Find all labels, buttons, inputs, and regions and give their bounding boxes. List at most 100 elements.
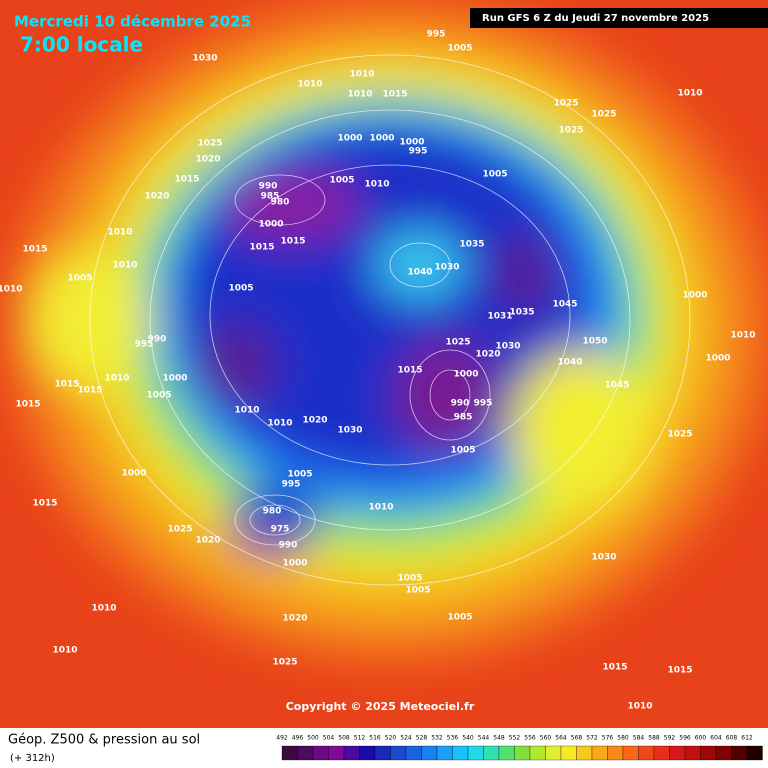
- pressure-label: 1000: [121, 469, 146, 479]
- legend-label: 584: [633, 735, 645, 742]
- legend-swatch: [746, 745, 763, 761]
- pressure-label: 1005: [329, 176, 354, 186]
- legend-swatch: [529, 745, 546, 761]
- pressure-label: 1015: [32, 499, 57, 509]
- legend-swatch: [638, 745, 655, 761]
- legend-swatch: [731, 745, 748, 761]
- legend-label: 504: [323, 735, 335, 742]
- pressure-label: 1010: [730, 331, 755, 341]
- pressure-label: 980: [263, 507, 282, 517]
- pressure-label: 1000: [337, 134, 362, 144]
- legend-label: 576: [602, 735, 614, 742]
- geopotential-field: [0, 0, 768, 728]
- legend-label: 520: [385, 735, 397, 742]
- legend-swatch: [390, 745, 407, 761]
- pressure-label: 1000: [453, 370, 478, 380]
- pressure-label: 1010: [677, 89, 702, 99]
- pressure-label: 1010: [368, 503, 393, 513]
- legend-swatch: [684, 745, 701, 761]
- pressure-label: 1020: [195, 155, 220, 165]
- footer-title: Géop. Z500 & pression au sol: [8, 733, 200, 748]
- legend-swatch: [483, 745, 500, 761]
- pressure-label: 985: [261, 192, 280, 202]
- pressure-label: 1015: [280, 237, 305, 247]
- legend-label: 508: [338, 735, 350, 742]
- run-banner: [470, 8, 768, 28]
- legend-swatch: [374, 745, 391, 761]
- run-info: Run GFS 6 Z du Jeudi 27 novembre 2025: [482, 13, 709, 24]
- legend-label: 600: [695, 735, 707, 742]
- legend-label: 540: [462, 735, 474, 742]
- pressure-label: 1015: [77, 386, 102, 396]
- pressure-label: 1000: [162, 374, 187, 384]
- legend-swatch: [312, 745, 329, 761]
- pressure-label: 1030: [495, 342, 520, 352]
- pressure-label: 1015: [54, 380, 79, 390]
- pressure-label: 1000: [282, 559, 307, 569]
- legend-label: 528: [416, 735, 428, 742]
- pressure-label: 1005: [397, 574, 422, 584]
- pressure-label: 990: [451, 399, 470, 409]
- legend-label: 604: [710, 735, 722, 742]
- pressure-label: 1005: [405, 586, 430, 596]
- pressure-label: 985: [454, 413, 473, 423]
- pressure-label: 990: [259, 182, 278, 192]
- pressure-label: 1020: [144, 192, 169, 202]
- lead-time: (+ 312h): [10, 753, 55, 764]
- legend-swatch: [421, 745, 438, 761]
- legend-swatch: [452, 745, 469, 761]
- legend-swatch: [436, 745, 453, 761]
- pressure-label: 1010: [0, 285, 23, 295]
- legend-swatch: [514, 745, 531, 761]
- legend-swatch: [467, 745, 484, 761]
- legend-label: 500: [307, 735, 319, 742]
- pressure-label: 1015: [382, 90, 407, 100]
- pressure-label: 1025: [667, 430, 692, 440]
- pressure-label: 1010: [107, 228, 132, 238]
- legend-label: 512: [354, 735, 366, 742]
- pressure-label: 1020: [195, 536, 220, 546]
- legend-swatch: [591, 745, 608, 761]
- pressure-label: 1005: [447, 44, 472, 54]
- legend-swatch: [622, 745, 639, 761]
- legend-label: 612: [741, 735, 753, 742]
- pressure-label: 1000: [258, 220, 283, 230]
- pressure-label: 980: [271, 198, 290, 208]
- pressure-label: 1025: [197, 139, 222, 149]
- pressure-label: 1000: [705, 354, 730, 364]
- pressure-label: 1025: [167, 525, 192, 535]
- pressure-label: 1015: [15, 400, 40, 410]
- pressure-label: 1005: [447, 613, 472, 623]
- legend-label: 592: [664, 735, 676, 742]
- pressure-label: 1010: [234, 406, 259, 416]
- pressure-label: 1020: [475, 350, 500, 360]
- pressure-label: 975: [271, 525, 290, 535]
- pressure-label: 1025: [553, 99, 578, 109]
- pressure-label: 1010: [91, 604, 116, 614]
- pressure-label: 995: [474, 399, 493, 409]
- pressure-label: 1015: [174, 175, 199, 185]
- legend-swatch: [545, 745, 562, 761]
- pressure-label: 1010: [364, 180, 389, 190]
- pressure-label: 1030: [337, 426, 362, 436]
- legend-label: 580: [617, 735, 629, 742]
- pressure-label: 1010: [267, 419, 292, 429]
- legend-swatch: [669, 745, 686, 761]
- pressure-label: 1010: [104, 374, 129, 384]
- pressure-label: 1040: [557, 358, 582, 368]
- legend-label: 544: [478, 735, 490, 742]
- pressure-label: 1025: [445, 338, 470, 348]
- legend-label: 560: [540, 735, 552, 742]
- pressure-label: 1015: [249, 243, 274, 253]
- legend-label: 516: [369, 735, 381, 742]
- pressure-label: 1005: [450, 446, 475, 456]
- legend-swatch: [343, 745, 360, 761]
- pressure-label: 1010: [347, 90, 372, 100]
- pressure-label: 1040: [407, 268, 432, 278]
- pressure-label: 1015: [22, 245, 47, 255]
- legend-swatch: [607, 745, 624, 761]
- pressure-label: 990: [148, 335, 167, 345]
- legend-label: 492: [276, 735, 288, 742]
